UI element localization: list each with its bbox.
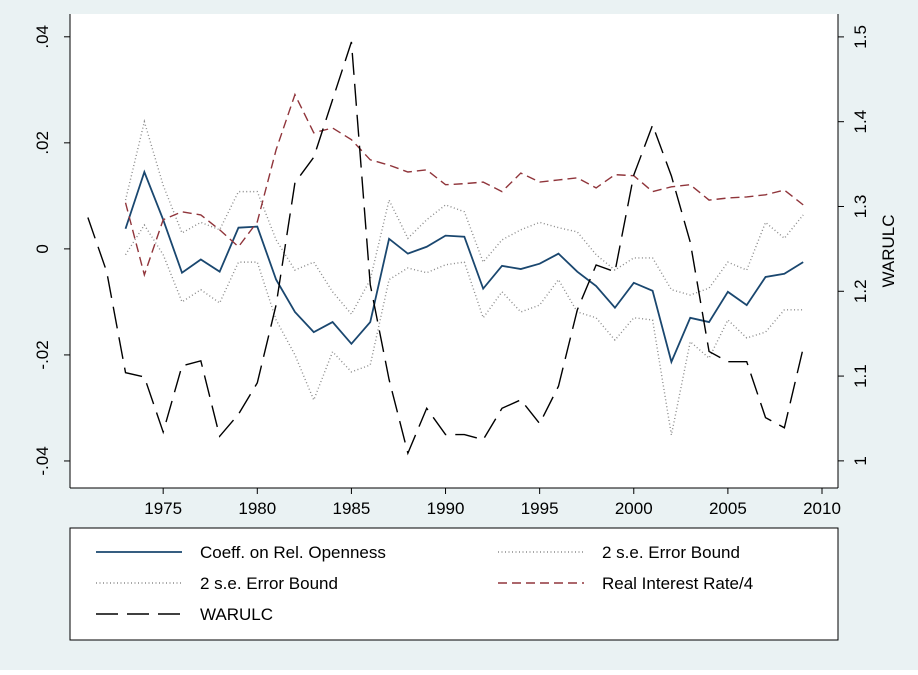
legend-label: Coeff. on Rel. Openness: [200, 543, 386, 562]
x-tick-label: 2010: [803, 499, 841, 518]
legend-label: WARULC: [200, 605, 273, 624]
y-tick-label: .02: [33, 131, 52, 155]
y-tick-label: 0: [33, 244, 52, 253]
legend-box: [69, 527, 839, 641]
x-tick-label: 1980: [238, 499, 276, 518]
y2-tick-label: 1.2: [851, 279, 870, 303]
legend-label: Real Interest Rate/4: [602, 574, 753, 593]
legend-label: 2 s.e. Error Bound: [602, 543, 740, 562]
y-tick-label: .04: [33, 25, 52, 49]
x-tick-label: 2005: [709, 499, 747, 518]
legend-label: 2 s.e. Error Bound: [200, 574, 338, 593]
y2-tick-label: 1.4: [851, 110, 870, 134]
series-line: [87, 41, 804, 456]
plot-area: [70, 14, 838, 488]
series-line: [124, 169, 804, 365]
y2-tick-label: 1: [851, 456, 870, 465]
y2-axis-title: WARULC: [879, 214, 898, 287]
series-line: [124, 223, 804, 436]
x-tick-label: 1985: [332, 499, 370, 518]
y2-tick-label: 1.3: [851, 195, 870, 219]
x-tick-label: 2000: [615, 499, 653, 518]
y2-tick-label: 1.1: [851, 364, 870, 388]
series-line: [124, 118, 804, 316]
y-tick-label: -.04: [33, 446, 52, 475]
x-tick-label: 1975: [144, 499, 182, 518]
x-tick-label: 1995: [521, 499, 559, 518]
y-tick-label: -.02: [33, 340, 52, 369]
x-tick-label: 1990: [427, 499, 465, 518]
y2-tick-label: 1.5: [851, 25, 870, 49]
